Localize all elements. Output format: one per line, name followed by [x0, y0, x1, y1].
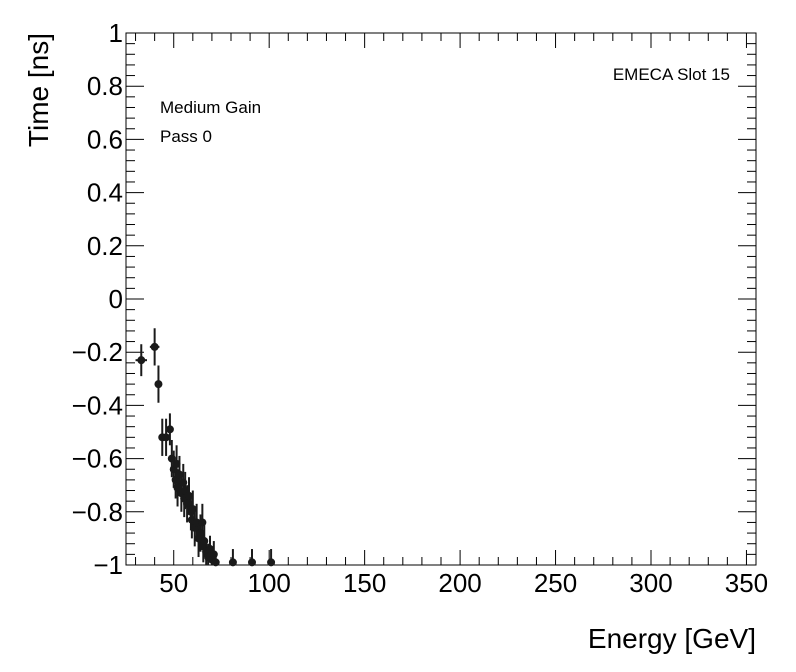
data-point — [228, 549, 237, 567]
x-tick-labels: 50 100 150 200 250 300 350 — [159, 568, 768, 598]
y-tick-label: −1 — [93, 550, 123, 580]
point-marker — [198, 518, 207, 527]
y-tick-label: −0.2 — [72, 337, 123, 367]
x-tick-label: 300 — [629, 568, 672, 598]
y-tick-label: 0.2 — [87, 231, 123, 261]
point-marker — [228, 558, 237, 567]
data-point — [248, 549, 256, 567]
point-marker — [154, 380, 163, 389]
data-points — [135, 328, 276, 567]
y-axis-title: Time [ns] — [23, 33, 54, 147]
slot-annotation: EMECA Slot 15 — [613, 65, 730, 84]
y-tick-label: −0.8 — [72, 497, 123, 527]
point-marker — [248, 558, 256, 567]
data-point — [162, 418, 171, 456]
point-marker — [165, 425, 174, 434]
y-tick-label: −0.4 — [72, 390, 123, 420]
data-point — [135, 344, 147, 377]
y-tick-label: 0.6 — [87, 124, 123, 154]
data-point — [211, 551, 220, 567]
x-axis-title: Energy [GeV] — [588, 623, 756, 654]
x-tick-label: 250 — [534, 568, 577, 598]
point-marker — [162, 433, 171, 442]
gain-annotation: Medium Gain — [160, 98, 261, 117]
x-tick-label: 50 — [159, 568, 188, 598]
y-tick-label: 1 — [109, 18, 123, 48]
y-tick-label: 0.4 — [87, 178, 123, 208]
x-tick-label: 150 — [343, 568, 386, 598]
data-point — [165, 413, 174, 446]
y-tick-label: 0 — [109, 284, 123, 314]
y-tick-label: −0.6 — [72, 444, 123, 474]
point-marker — [211, 558, 220, 567]
point-marker — [150, 342, 159, 351]
y-tick-labels: −1 −0.8 −0.6 −0.4 −0.2 0 0.2 0.4 0.6 0.8 1 — [72, 18, 123, 580]
point-marker — [137, 356, 146, 365]
data-point — [149, 328, 160, 366]
x-tick-label: 100 — [247, 568, 290, 598]
x-tick-label: 350 — [725, 568, 768, 598]
data-point — [154, 365, 163, 403]
pass-annotation: Pass 0 — [160, 127, 212, 146]
data-point — [267, 549, 276, 567]
y-tick-label: 0.8 — [87, 71, 123, 101]
x-tick-label: 200 — [438, 568, 481, 598]
point-marker — [267, 558, 276, 567]
